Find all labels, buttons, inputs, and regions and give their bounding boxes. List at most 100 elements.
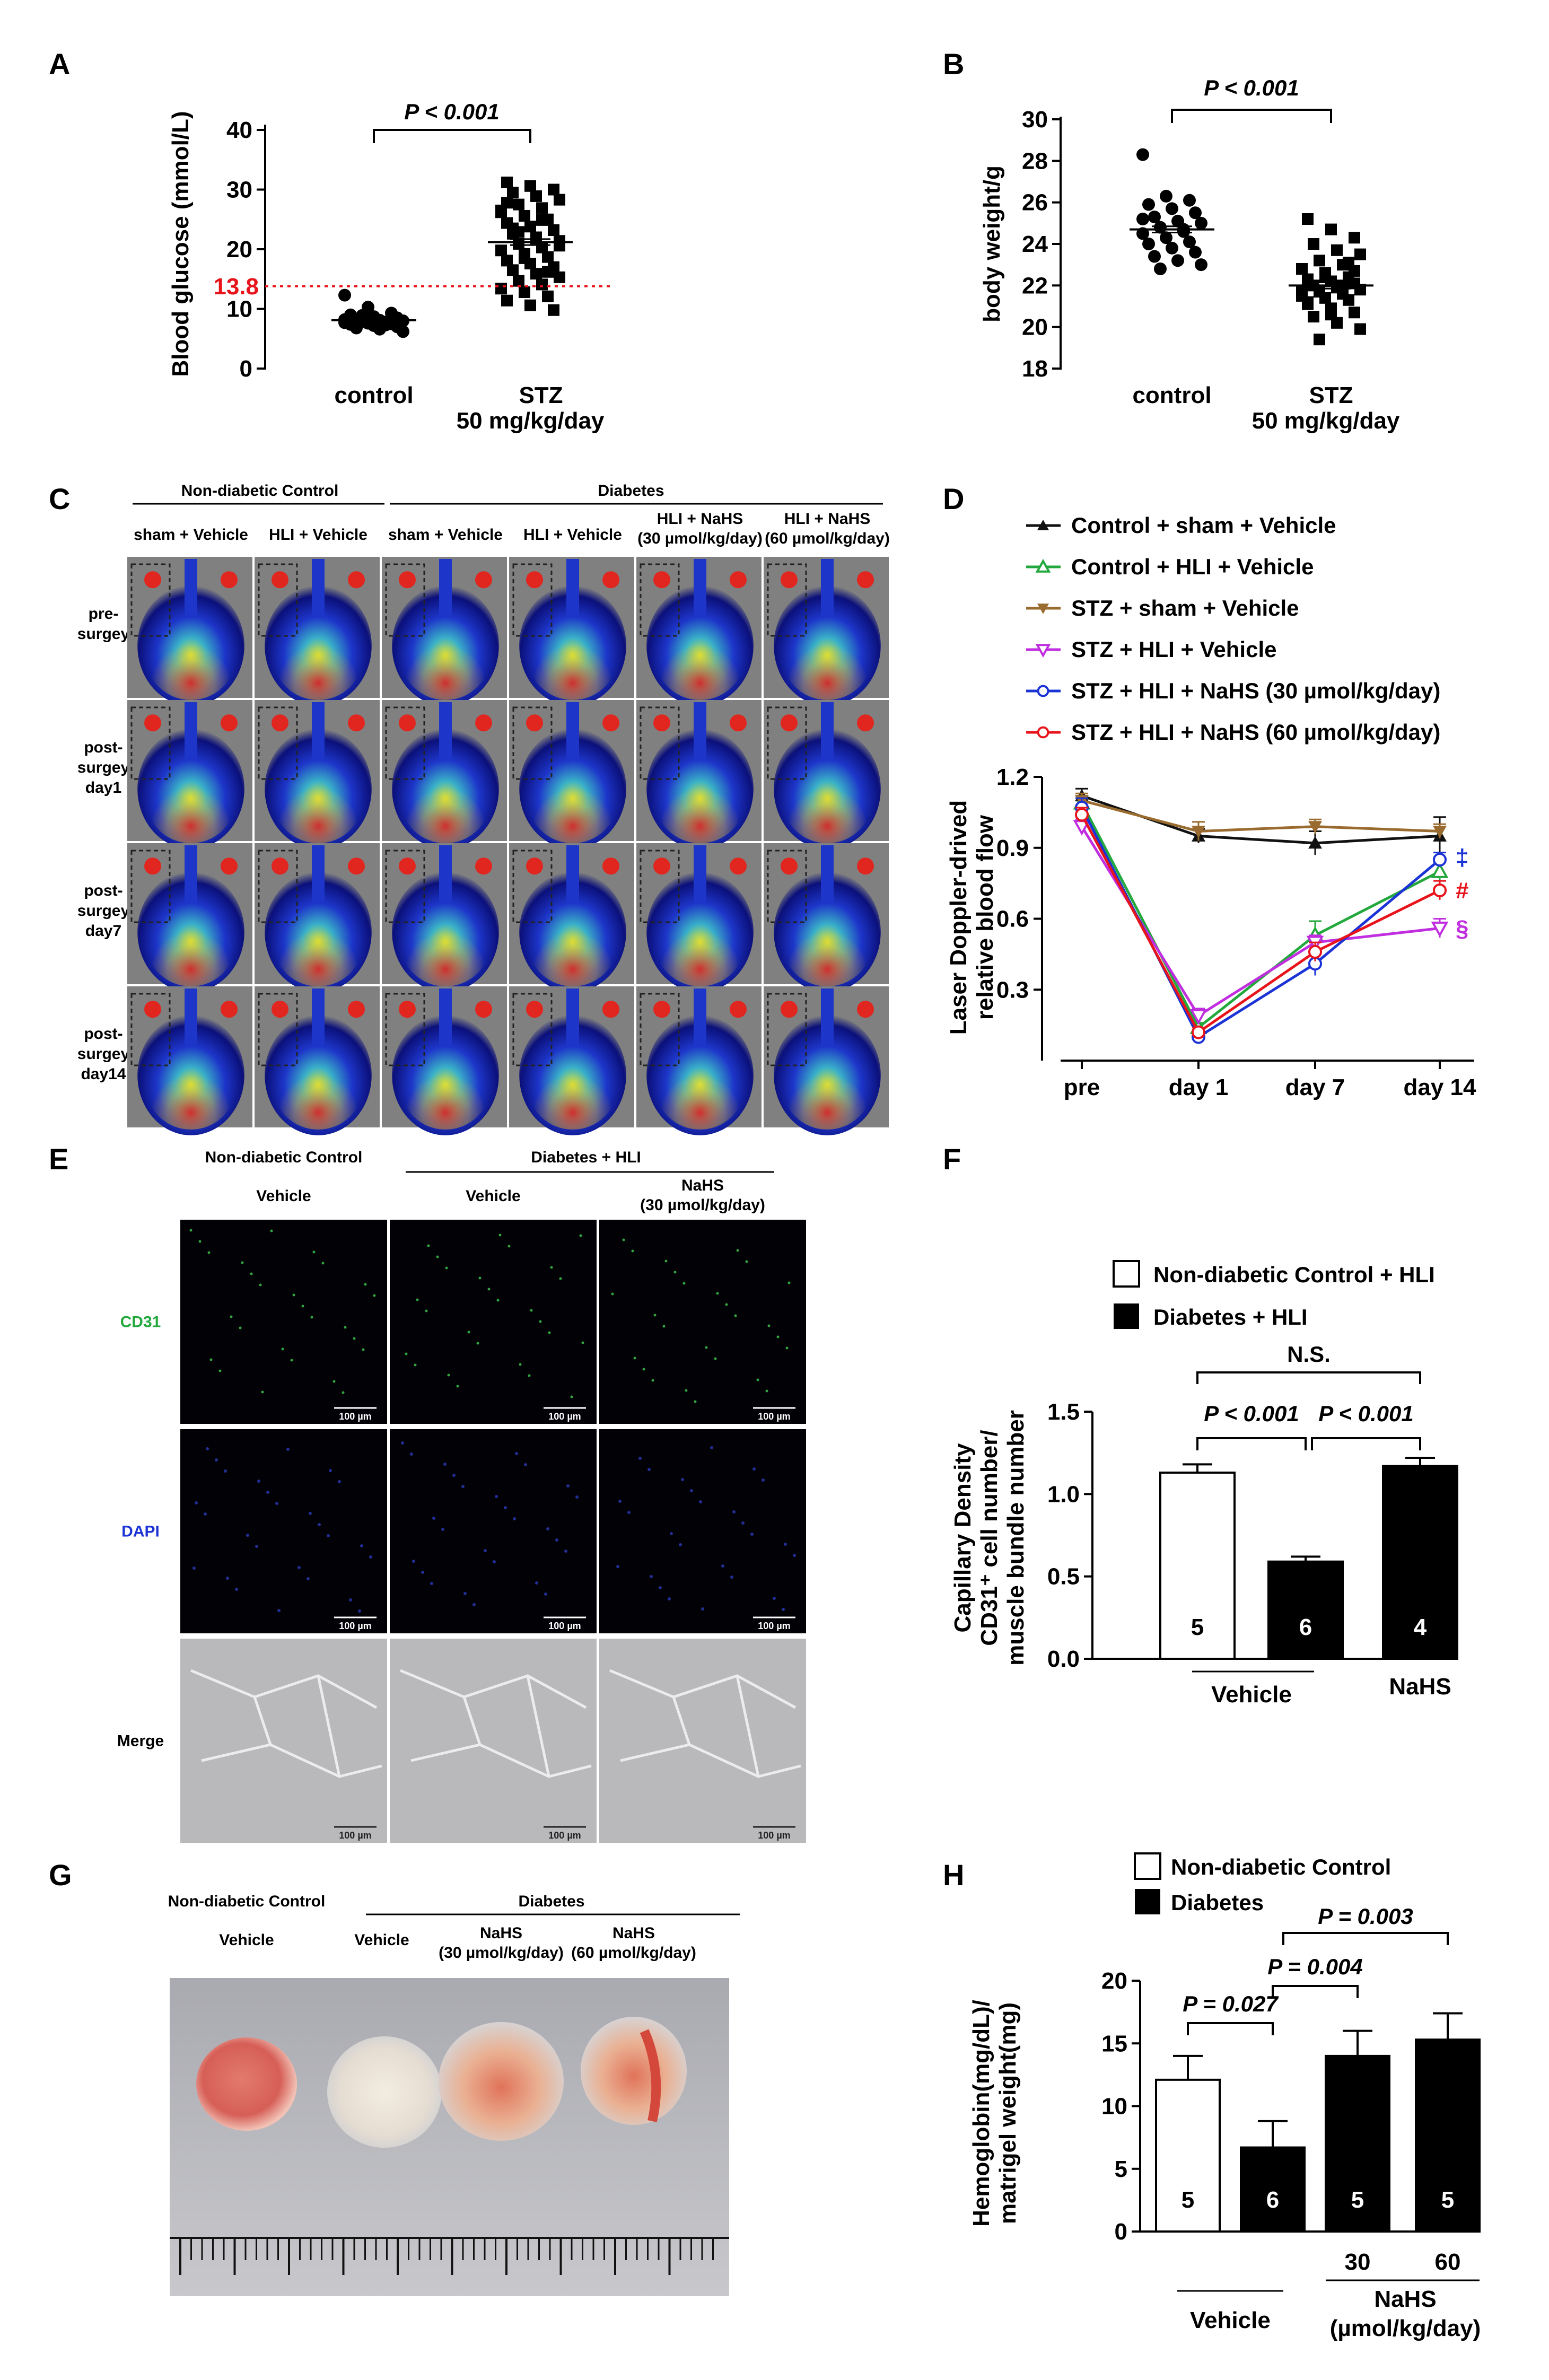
panel-c-col-header: HLI + NaHS [657,510,743,528]
panel-c-row-label: day14 [81,1065,126,1083]
ldi-tail [439,845,452,903]
chart-d-xtick-label: day 7 [1285,1074,1345,1100]
micrograph-signal [215,1458,218,1462]
ldi-tail [694,845,706,903]
panel-c-col-header: HLI + Vehicle [269,526,367,544]
micrograph-signal [664,1259,668,1263]
micrograph-signal [679,1543,682,1546]
B-point [1319,292,1331,304]
B-point [1354,248,1366,260]
B-point [1142,198,1155,211]
micrograph-signal [467,1331,470,1334]
micrograph-dark [180,1429,387,1633]
B-point [1136,148,1149,161]
micrograph-signal [745,1260,748,1263]
micrograph-signal [784,1543,787,1546]
ldi-paw-left [781,714,798,732]
micrograph-signal [524,1463,527,1466]
scale-bar-label: 100 µm [548,1621,581,1631]
micrograph-signal [793,1554,796,1557]
micrograph-signal [255,1545,258,1548]
F-bar [1267,1560,1344,1660]
micrograph-signal [776,1335,780,1338]
scale-bar-label: 100 µm [548,1411,581,1422]
panel-g-col-header-dose: (60 µmol/kg/day) [571,1944,696,1962]
panel-c-row-label: surgey [77,1045,130,1063]
panel-e-col-header: Vehicle [256,1187,311,1205]
chart-f-ylabel-line1: Capillary Density [950,1443,976,1633]
chart-h-legend-swatch-diabetes [1135,1889,1160,1914]
micrograph-signal [239,1326,242,1329]
ldi-hot [528,757,617,843]
B-ytick-label: 30 [1022,107,1048,133]
micrograph-signal [611,1292,614,1296]
ldi-roi-box [767,850,807,923]
ldi-tail [694,559,706,616]
ldi-roi-box [258,993,298,1066]
B-point [1189,206,1202,220]
micrograph-signal [622,1238,625,1241]
ldi-tail [694,988,706,1046]
B-point [1189,246,1202,259]
panel-c-col-header-dose: (30 µmol/kg/day) [637,530,763,547]
ldi-paw-left [526,714,543,732]
H-bar [1325,2054,1390,2233]
panel-e-group-control: Non-diabetic Control [205,1149,363,1166]
ldi-roi-box [130,706,171,780]
micrograph-signal [369,1555,372,1559]
H-ytick-label: 15 [1101,2031,1127,2057]
A-point [501,197,513,209]
chart-d-ylabel-line1: Laser Doppler-drived [946,800,972,1035]
chart-d-xtick-label: day 14 [1404,1074,1477,1100]
panel-e-row-label: CD31 [120,1314,161,1331]
micrograph-signal [401,1441,404,1445]
micrograph-signal [436,1255,439,1258]
micrograph-signal [332,1380,336,1383]
micrograph-signal [358,1609,361,1613]
micrograph-signal [476,1342,479,1345]
H-bar-n: 6 [1266,2187,1279,2213]
micrograph-signal [204,1512,207,1516]
micrograph-signal [673,1271,677,1274]
micrograph-signal [373,1294,376,1297]
chart-h-dose-60: 60 [1435,2249,1461,2275]
micrograph-signal [310,1316,313,1319]
ldi-tail [312,702,325,759]
A-ytick-label: 40 [226,117,252,143]
B-ytick-label: 28 [1022,148,1048,174]
micrograph-signal [730,1576,733,1579]
micrograph-signal [767,1324,771,1327]
micrograph-signal [701,1607,704,1611]
chart-d-legend-label: STZ + sham + Vehicle [1071,596,1299,620]
B-point [1166,202,1178,215]
chart-f-legend-swatch-diabetes [1114,1303,1139,1329]
series-marker [1431,862,1449,878]
micrograph-signal [642,1368,645,1371]
series-marker [1431,921,1449,938]
ldi-paw-right [221,1001,238,1018]
panel-g-col-header: NaHS [612,1924,655,1942]
B-point [1343,294,1354,306]
ldi-hot [274,757,363,843]
ldi-hot [401,614,490,700]
chart-h-legend-control: Non-diabetic Control [1171,1854,1391,1879]
panel-g-group-diabetes: Diabetes [518,1893,584,1910]
series-marker [1189,1009,1207,1025]
plug-diabetes-nahs30 [439,2022,564,2141]
ldi-roi-box [385,563,425,637]
ldi-paw-right [857,1001,874,1018]
chart-f-legend-swatch-control [1113,1260,1140,1288]
scale-bar-label: 100 µm [758,1621,790,1631]
B-point [1148,250,1161,263]
micrograph-signal [192,1567,196,1570]
B-point [1354,284,1366,296]
ldi-roi-box [767,563,807,637]
chart-h-xgroup-nahs: NaHS [1374,2286,1436,2312]
series-marker [1191,1025,1206,1039]
chart-d-blood-flow: Control + sham + Vehicle Control + HLI + … [946,513,1476,1100]
micrograph-signal [425,1309,428,1312]
chart-d-series-line [1081,794,1440,845]
micrograph-signal [782,1608,785,1611]
A-ytick-label: 20 [226,237,252,262]
micrograph-signal [360,1544,363,1547]
